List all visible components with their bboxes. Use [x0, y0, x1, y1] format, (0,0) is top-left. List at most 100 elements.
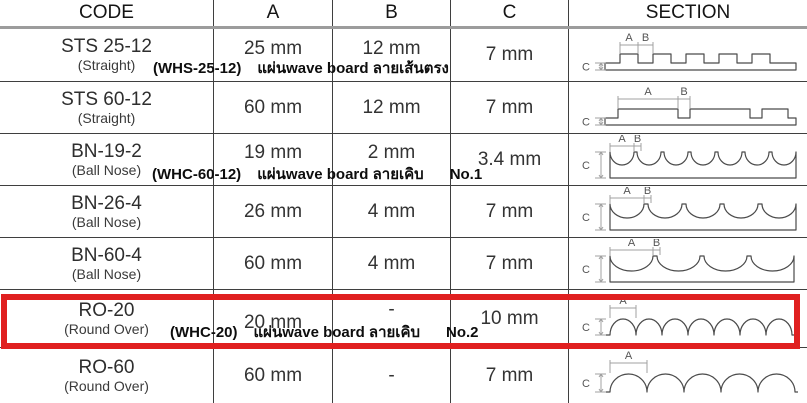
section-cell: A B C — [569, 238, 807, 289]
dimension-c-label: C — [582, 160, 590, 172]
section-cell: A B C — [569, 186, 807, 237]
profile-outline — [609, 254, 795, 283]
annotation-thai-label: แผ่นwave board ลายเคิบ — [253, 324, 421, 341]
table-row-bn-60-4: BN-60-4 (Ball Nose) 60 mm 4 mm 7 mm A B C — [0, 238, 807, 290]
code-subtext: (Round Over) — [64, 320, 149, 337]
dimension-a-label: A — [628, 239, 636, 249]
section-drawing-slat-wide: A B C — [582, 86, 797, 128]
dimension-b-label: B — [642, 32, 649, 44]
dimension-c — [595, 255, 606, 282]
value-c-cell: 7 mm — [451, 82, 569, 133]
dimension-b-label: B — [644, 187, 651, 197]
section-drawing-dome-5: AC — [582, 351, 798, 393]
profile-outline — [609, 150, 797, 179]
dimension-b — [677, 95, 691, 108]
dimension-b-label: B — [634, 135, 641, 145]
dimension-c-label: C — [582, 212, 590, 224]
section-drawing-dome-7: AC — [582, 295, 796, 336]
dimension-c-label: C — [582, 322, 590, 334]
dimension-a-label: A — [625, 351, 633, 362]
dimension-c-label: C — [582, 62, 590, 74]
table-row-sts-25-12: STS 25-12 (Straight) 25 mm 12 mm 7 mm A B C — [0, 29, 807, 82]
code-subtext: (Ball Nose) — [71, 265, 142, 282]
value-b-cell: 4 mm — [333, 186, 451, 237]
code-cell: BN-60-4 (Ball Nose) — [0, 238, 214, 289]
annotation-code-label: (WHS-25-12) — [153, 60, 242, 77]
value-a-cell: 60 mm — [214, 348, 333, 403]
annotation-number-label: No.2 — [446, 324, 479, 341]
value-a-cell: 60 mm — [214, 82, 333, 133]
code-text: RO-60 — [78, 356, 135, 378]
code-text: STS 60-12 — [61, 88, 152, 110]
table-row-sts-60-12: STS 60-12 (Straight) 60 mm 12 mm 7 mm A B C — [0, 82, 807, 134]
dimension-c-label: C — [582, 116, 590, 128]
value-a-cell: 19 mm — [214, 134, 333, 185]
value-a-cell: 60 mm — [214, 238, 333, 289]
table-row-ro-60: RO-60 (Round Over) 60 mm -7 mm A C — [0, 348, 807, 403]
value-a-cell: 20 mm — [214, 290, 333, 347]
dimension-c — [595, 318, 606, 335]
dimension-b-label: B — [653, 239, 660, 249]
dimension-c — [595, 151, 606, 178]
value-c-cell: 10 mm — [451, 290, 569, 347]
header-b: B — [333, 0, 451, 26]
header-code: CODE — [0, 0, 214, 26]
dimension-c-label: C — [582, 264, 590, 276]
value-b-cell: 4 mm — [333, 238, 451, 289]
code-subtext: (Ball Nose) — [71, 213, 142, 230]
code-subtext: (Round Over) — [64, 377, 149, 394]
section-cell: A B C — [569, 82, 807, 133]
dimension-a-label: A — [618, 135, 626, 145]
section-drawing-cove-5: A B C — [582, 187, 797, 231]
code-text: BN-19-2 — [71, 140, 142, 162]
value-a-cell: 26 mm — [214, 186, 333, 237]
header-a: A — [214, 0, 333, 26]
section-drawing-slat-narrow: A B C — [582, 32, 797, 74]
code-subtext: (Straight) — [77, 109, 136, 126]
code-subtext: (Straight) — [77, 57, 136, 74]
code-text: RO-20 — [78, 299, 135, 321]
section-drawing-cove-7: A B C — [582, 135, 797, 179]
value-b-cell: 12 mm — [333, 29, 451, 81]
dimension-b — [643, 194, 652, 203]
dimension-c — [595, 373, 606, 392]
code-cell: STS 25-12 (Straight) — [0, 29, 214, 81]
stamped-annotation: (WHC-60-12) แผ่นwave board ลายเคิบ No.1 — [152, 162, 482, 186]
value-b-cell: - — [333, 348, 451, 403]
table-header-row: CODE A B C SECTION — [0, 0, 807, 29]
dimension-a-label: A — [623, 187, 631, 197]
dimension-a — [609, 304, 637, 318]
profile-outline — [606, 317, 796, 336]
dimension-a-label: A — [619, 295, 627, 307]
annotation-code-label: (WHC-20) — [170, 324, 238, 341]
annotation-thai-label: แผ่นwave board ลายเส้นตรง — [257, 60, 449, 77]
value-b-cell: 2 mm — [333, 134, 451, 185]
spec-table-body: STS 25-12 (Straight) 25 mm 12 mm 7 mm A B C STS … — [0, 29, 807, 403]
code-text: BN-60-4 — [71, 244, 142, 266]
code-cell: BN-26-4 (Ball Nose) — [0, 186, 214, 237]
dimension-a — [609, 359, 648, 373]
header-section: SECTION — [645, 2, 731, 23]
value-c-cell: 7 mm — [451, 348, 569, 403]
code-text: BN-26-4 — [71, 192, 142, 214]
dimension-b — [633, 142, 642, 151]
dimension-b-label: B — [680, 86, 687, 98]
header-c: C — [451, 0, 569, 26]
annotation-number-label: No.1 — [449, 166, 483, 183]
annotation-code-label: (WHC-60-12) — [152, 166, 242, 183]
dimension-a-label: A — [644, 86, 652, 98]
value-c-cell: 7 mm — [451, 186, 569, 237]
dimension-c — [595, 203, 606, 230]
value-b-cell: - — [333, 290, 451, 347]
profile-outline — [609, 202, 797, 231]
dimension-b — [652, 246, 661, 255]
stamped-annotation: (WHC-20) แผ่นwave board ลายเคิบ No.2 — [170, 320, 479, 344]
stamped-annotation: (WHS-25-12) แผ่นwave board ลายเส้นตรง — [153, 56, 449, 80]
value-a-cell: 25 mm — [214, 29, 333, 81]
dimension-a-label: A — [625, 32, 633, 44]
annotation-thai-label: แผ่นwave board ลายเคิบ — [257, 166, 424, 183]
